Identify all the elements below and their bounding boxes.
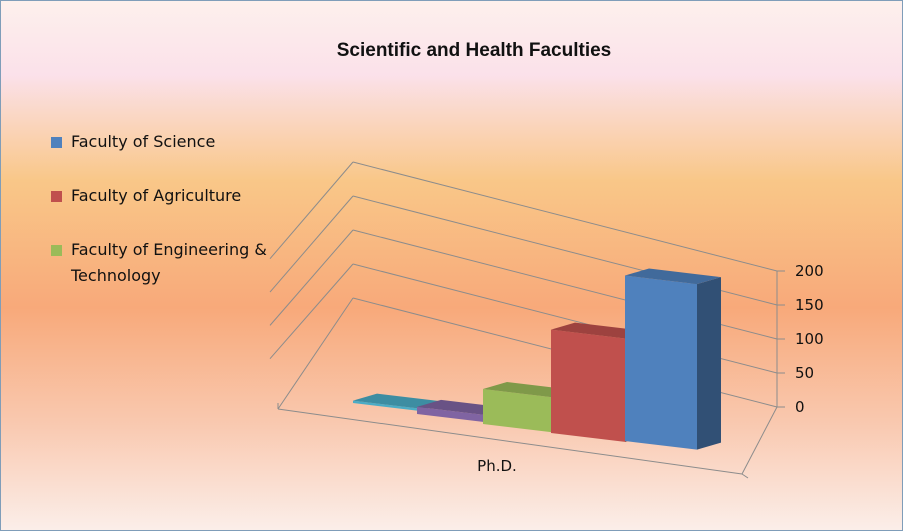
bar-front-4 [625, 275, 697, 450]
gridline-side [269, 161, 354, 260]
y-tick-label: 200 [795, 262, 824, 280]
y-tick-label: 0 [795, 398, 805, 416]
gridline-side [269, 195, 354, 293]
y-tick-label: 50 [795, 364, 814, 382]
legend-label-science: Faculty of Science [71, 132, 216, 151]
bar-front-2 [483, 388, 551, 433]
y-tick-label: 100 [795, 330, 824, 348]
bar-top-0 [353, 393, 443, 409]
left-floor-line [277, 297, 354, 410]
tick-labels: 0 50 100 150 200 Ph.D. [477, 262, 823, 475]
chart-title: Scientific and Health Faculties [337, 40, 612, 61]
bar-top-3 [551, 322, 649, 339]
gridline-side [269, 229, 354, 326]
bar-side-4 [697, 277, 721, 450]
legend-label-agriculture: Faculty of Agriculture [71, 186, 242, 205]
gridline-back [352, 161, 778, 272]
bars [353, 268, 721, 450]
gridline-side [269, 263, 354, 360]
legend-label-engineering: Faculty of Engineering & Technology [71, 240, 267, 285]
y-tick-label: 150 [795, 296, 824, 314]
bar-front-0 [353, 400, 419, 411]
bar-front-1 [417, 406, 483, 422]
right-floor-line [741, 406, 778, 475]
legend-swatch-engineering [51, 245, 62, 256]
legend-swatch-agriculture [51, 191, 62, 202]
front-floor-line [277, 408, 743, 475]
legend: Faculty of Science Faculty of Agricultur… [51, 129, 291, 317]
bar-front-3 [551, 329, 625, 442]
bar-4 [625, 268, 721, 450]
x-tick-mark [741, 473, 749, 479]
x-category-label: Ph.D. [477, 457, 517, 475]
legend-item-agriculture: Faculty of Agriculture [51, 183, 291, 209]
legend-swatch-science [51, 137, 62, 148]
legend-item-science: Faculty of Science [51, 129, 291, 155]
legend-item-engineering: Faculty of Engineering & Technology [51, 237, 291, 289]
bar-top-4 [625, 268, 721, 285]
